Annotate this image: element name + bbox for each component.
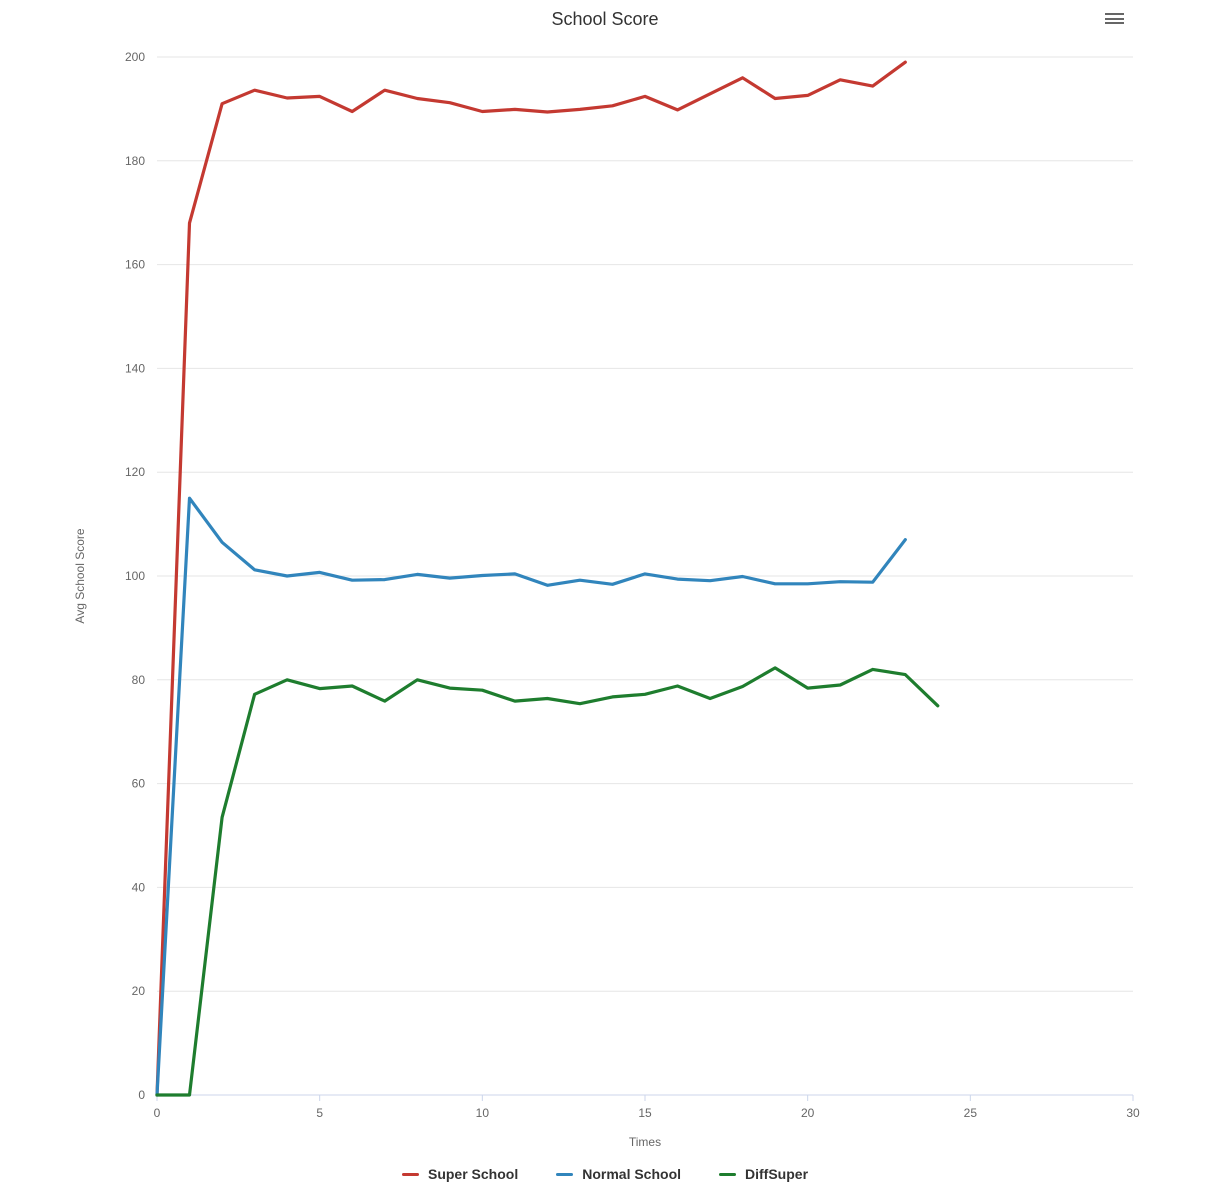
- legend-marker-diffsuper: [719, 1172, 737, 1176]
- series-line-super-school: [155, 60, 907, 1097]
- legend-item-normal-school[interactable]: Normal School: [556, 1166, 681, 1182]
- legend-item-diffsuper[interactable]: DiffSuper: [719, 1166, 808, 1182]
- x-tick-label-25: 25: [964, 1106, 978, 1120]
- y-tick-label-60: 60: [132, 777, 146, 791]
- x-tick-label-20: 20: [801, 1106, 815, 1120]
- context-menu-button[interactable]: [1100, 8, 1130, 32]
- legend-label: DiffSuper: [745, 1166, 809, 1182]
- y-tick-label-80: 80: [132, 673, 146, 687]
- y-tick-label-20: 20: [132, 984, 146, 998]
- legend-marker-super-school: [401, 1172, 419, 1176]
- chart-title: School Score: [551, 9, 659, 29]
- y-tick-label-180: 180: [125, 154, 145, 168]
- y-tick-label-0: 0: [138, 1088, 145, 1102]
- y-axis-title: Avg School Score: [73, 528, 87, 624]
- x-tick-label-30: 30: [1126, 1106, 1140, 1120]
- legend: Super School Normal School DiffSuper: [0, 1166, 1210, 1182]
- y-tick-label-160: 160: [125, 258, 145, 272]
- y-tick-label-200: 200: [125, 50, 145, 64]
- legend-marker-normal-school: [556, 1172, 574, 1176]
- series-line-diffsuper: [155, 666, 940, 1097]
- x-tick-label-10: 10: [476, 1106, 490, 1120]
- y-tick-label-140: 140: [125, 361, 145, 375]
- y-tick-label-40: 40: [132, 880, 146, 894]
- series-line-normal-school: [155, 496, 907, 1097]
- legend-item-super-school[interactable]: Super School: [401, 1166, 519, 1182]
- x-tick-label-15: 15: [638, 1106, 652, 1120]
- legend-label: Normal School: [582, 1166, 682, 1182]
- y-tick-label-120: 120: [125, 465, 145, 479]
- y-tick-label-100: 100: [125, 569, 145, 583]
- legend-label: Super School: [427, 1166, 519, 1182]
- x-axis-title: Times: [628, 1135, 662, 1149]
- hamburger-menu-icon: [1105, 13, 1125, 25]
- x-tick-label-5: 5: [316, 1106, 323, 1120]
- x-tick-label-0: 0: [154, 1106, 161, 1120]
